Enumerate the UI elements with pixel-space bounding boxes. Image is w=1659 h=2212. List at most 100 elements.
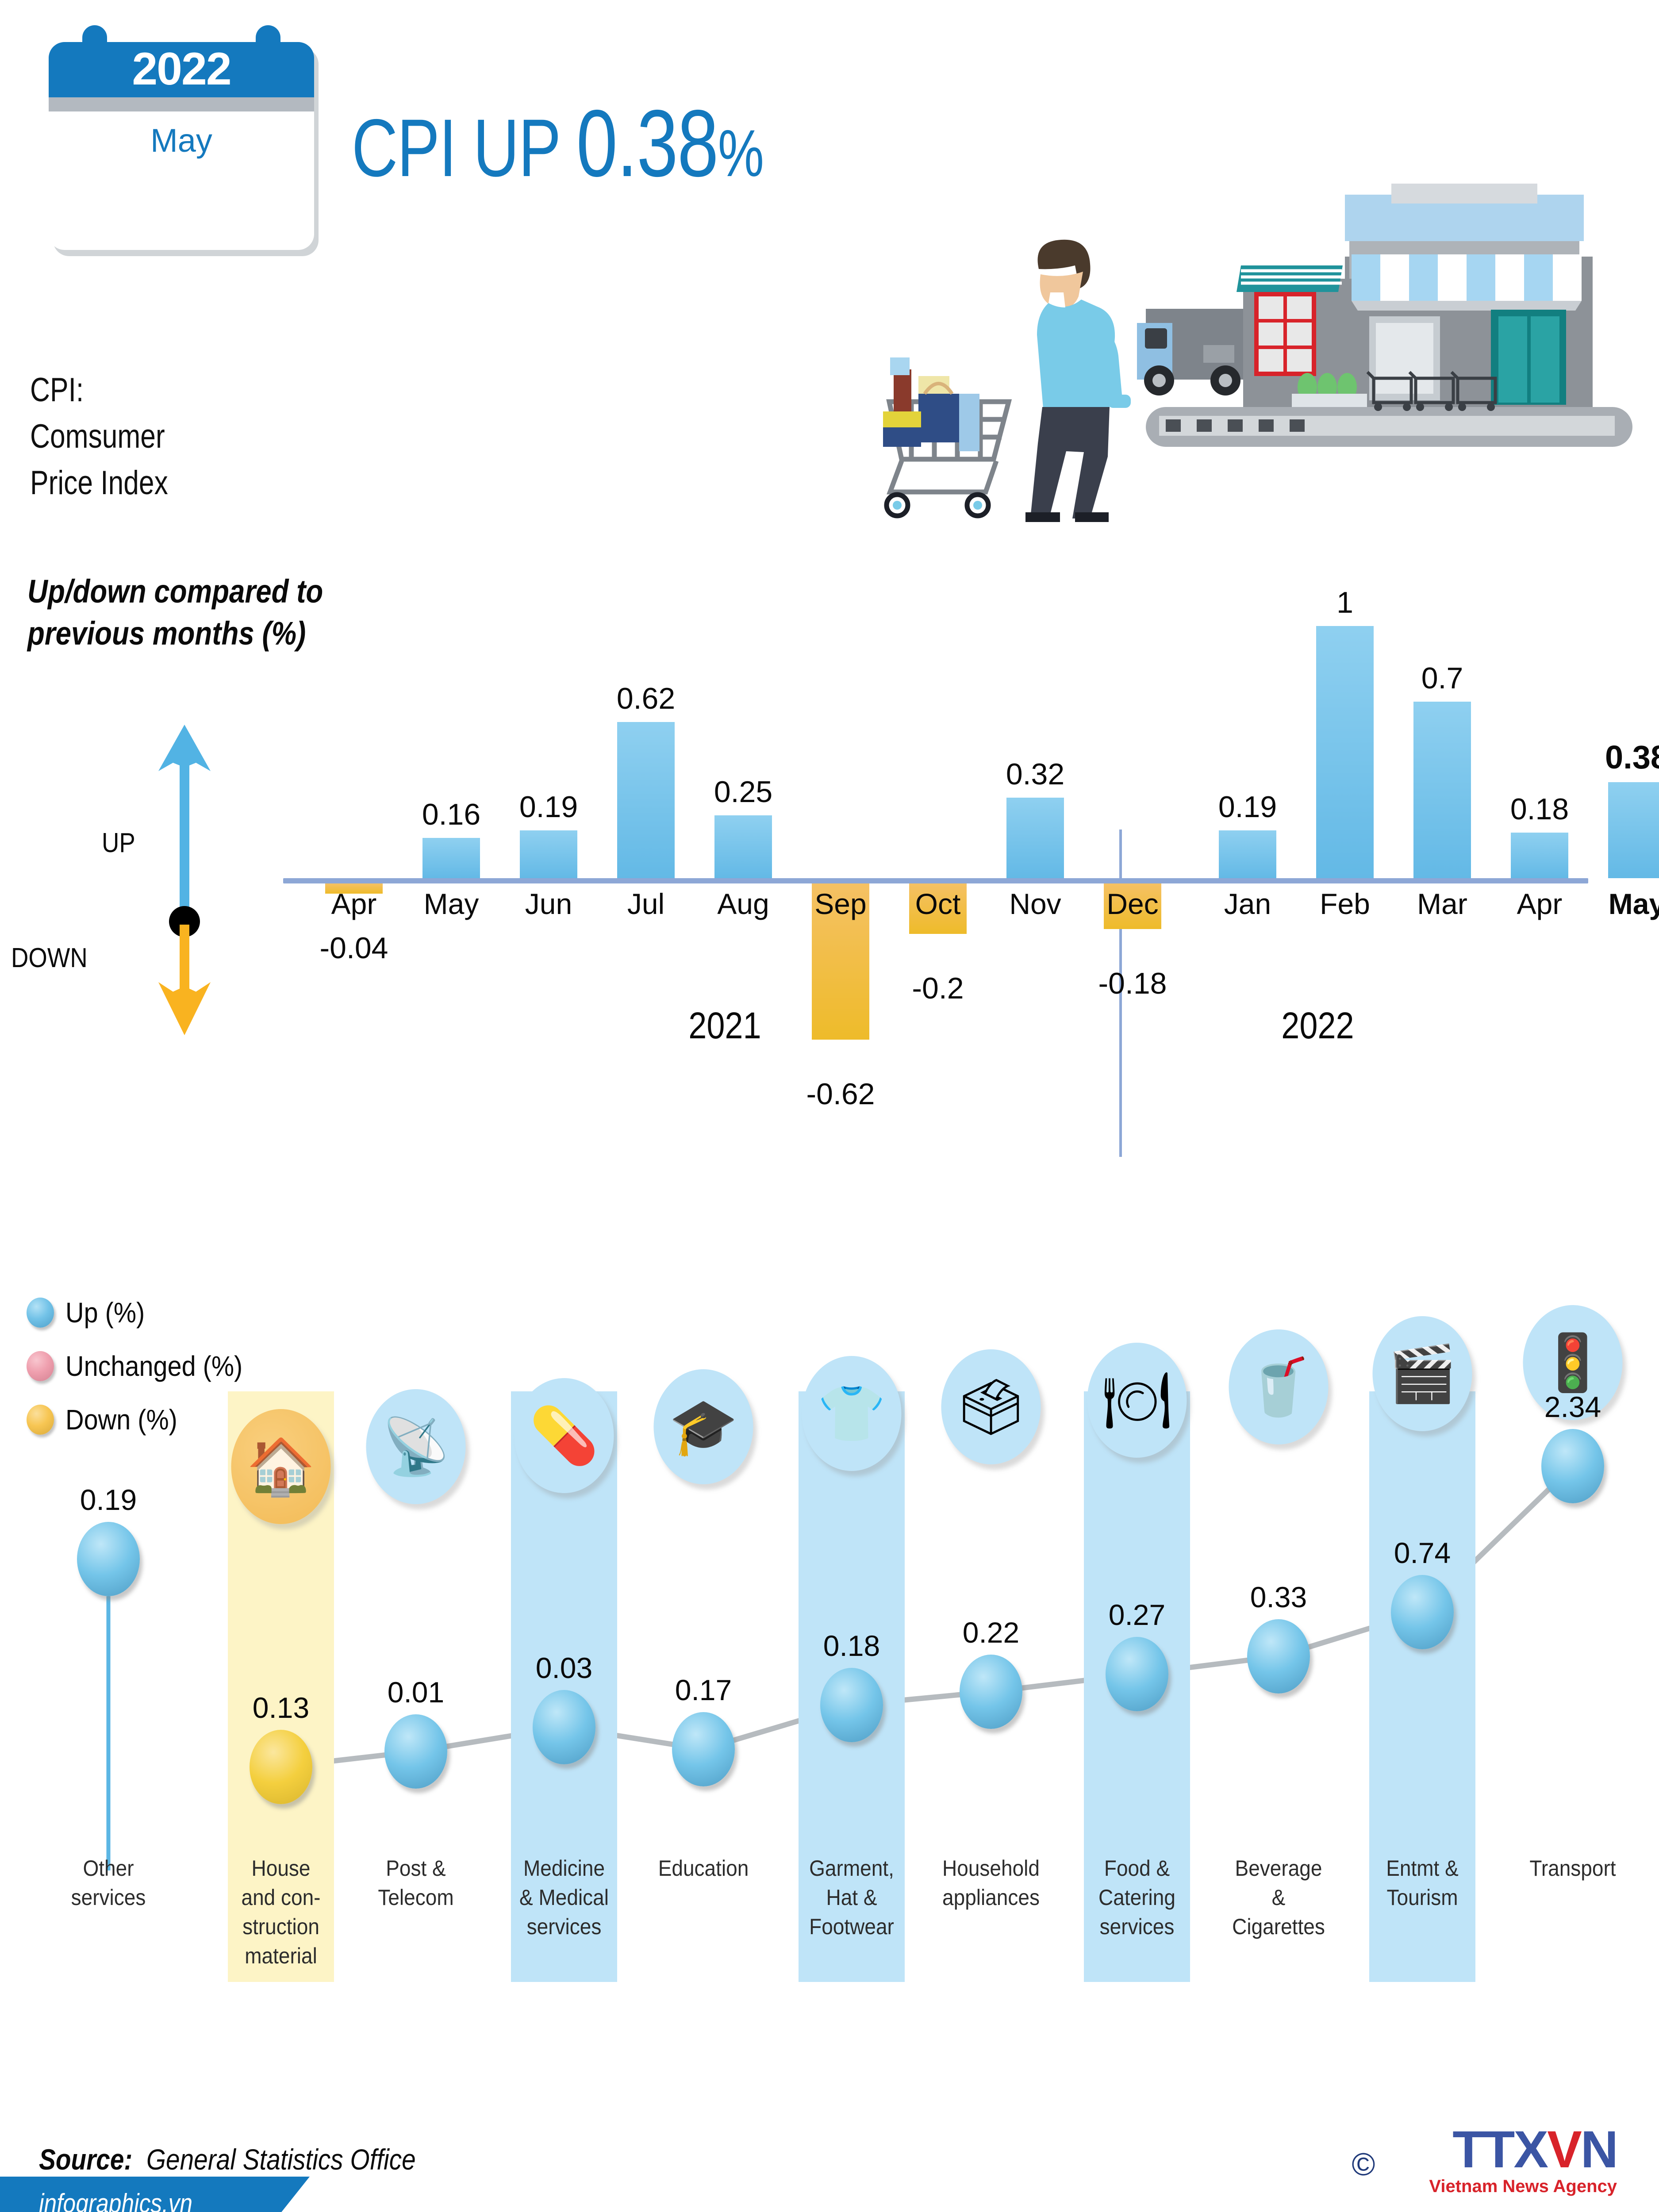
arrow-down-label: DOWN (11, 943, 88, 973)
bubble-value-label: 0.19 (80, 1483, 137, 1516)
house-icon-glyph: 🏠 (246, 1436, 315, 1498)
bar-value-label: 0.7 (1421, 661, 1463, 695)
washing-machine-icon: 🗳 (941, 1349, 1041, 1464)
food-plate-icon: 🍽 (1087, 1343, 1187, 1458)
bar-positive (1006, 797, 1064, 878)
arrow-up-label: UP (102, 828, 135, 858)
bar-positive (1511, 833, 1568, 878)
data-bubble (820, 1668, 883, 1742)
legend-label-unchanged: Unchanged (%) (65, 1350, 243, 1382)
bubble-value-label: 0.33 (1250, 1581, 1307, 1613)
headline-unit: % (718, 116, 764, 190)
bubble-value-label: 2.34 (1544, 1390, 1601, 1423)
bar-column: 0.7 Mar (1398, 487, 1486, 1128)
bar-negative (909, 883, 967, 934)
legend-item-up: Up (%) (27, 1296, 262, 1329)
data-bubble (1391, 1575, 1454, 1649)
clapperboard-icon: 🎬 (1372, 1316, 1472, 1431)
data-bubble (960, 1655, 1022, 1729)
bubble-value-label: 0.03 (535, 1651, 593, 1684)
year-label-2021: 2021 (688, 1005, 761, 1046)
category-label: Food & Catering services (1098, 1856, 1175, 1939)
arrow-down-shaft (180, 925, 189, 1000)
drink-cigarettes-icon: 🥤 (1229, 1329, 1329, 1444)
bar-month-label: Aug (717, 887, 769, 920)
bar-value-label: 0.62 (616, 681, 676, 715)
bar-column: -0.04 Apr (310, 487, 398, 1128)
bar-value-label: 0.38 (1605, 739, 1659, 776)
bar-month-label: Apr (1517, 887, 1563, 920)
legend-label-down: Down (%) (65, 1404, 177, 1436)
category-column: 🍽 0.27 Food & Catering services (1084, 1248, 1190, 2000)
bubble-connector-line (106, 1464, 1575, 1870)
calendar-header: 2022 (49, 42, 314, 97)
shopper-store-illustration (841, 146, 1659, 524)
bar-value-label: -0.04 (319, 931, 388, 965)
pills-icon: 💊 (514, 1378, 614, 1493)
bar-positive (1413, 702, 1471, 878)
calendar-band (49, 97, 314, 111)
bar-month-label: May (423, 887, 479, 920)
bar-column: -0.2 Oct (894, 487, 982, 1128)
pills-icon-glyph: 💊 (530, 1405, 599, 1467)
bar-month-label: Sep (814, 887, 867, 920)
year-divider (1119, 830, 1122, 1157)
up-down-arrow-widget: UP DOWN (11, 717, 279, 1035)
bar-negative (1104, 883, 1161, 929)
category-label: Other services (71, 1856, 146, 1910)
bar-value-label: -0.2 (912, 972, 964, 1005)
category-column: 🎬 0.74 Entmt & Tourism (1369, 1248, 1475, 2000)
bar-column: 1 Feb (1301, 487, 1389, 1128)
bar-month-label: May (1608, 887, 1659, 920)
bubble-value-label: 0.17 (675, 1674, 732, 1706)
bar-value-label: 0.25 (714, 775, 773, 809)
category-column: 💊 0.03 Medicine & Medical services (511, 1248, 617, 2000)
ttxvn-v-letter: V (1547, 2120, 1582, 2179)
washing-machine-icon-glyph: 🗳 (956, 1376, 1026, 1438)
category-column: 🗳 0.22 Household appliances (938, 1248, 1044, 2000)
legend-item-down: Down (%) (27, 1403, 262, 1436)
monthly-cpi-bar-chart: -0.04 Apr 0.16 May 0.19 Jun 0.62 Jul 0.25 Aug -0.6… (283, 487, 1659, 1157)
bar-value-label: -0.62 (806, 1077, 875, 1111)
bar-value-label: 1 (1336, 586, 1353, 619)
bubble-value-label: 0.01 (387, 1676, 445, 1709)
source-line: Source: General Statistics Office (39, 2143, 416, 2176)
bar-positive (520, 830, 577, 878)
bar-negative (812, 883, 869, 1040)
url-bar[interactable]: infographics.vn (0, 2177, 310, 2212)
category-label: Post & Telecom (378, 1856, 454, 1910)
bar-value-label: 0.19 (519, 790, 578, 824)
graduation-cap-icon-glyph: 🎓 (669, 1396, 738, 1458)
bar-column: 0.32 Nov (991, 487, 1079, 1128)
category-label: Garment, Hat & Footwear (809, 1856, 894, 1939)
data-bubble (250, 1730, 312, 1804)
data-bubble (1541, 1429, 1604, 1503)
category-label: House and con- struction material (241, 1856, 321, 1968)
bar-column: 0.25 Aug (699, 487, 787, 1128)
ttxvn-wordmark: TTXVN (1452, 2120, 1618, 2179)
bubble-chart-legend: Up (%) Unchanged (%) Down (%) (27, 1296, 262, 1457)
legend-dot-up (27, 1298, 54, 1328)
category-column: 📡 0.01 Post & Telecom (363, 1248, 469, 2000)
house-icon: 🏠 (231, 1409, 331, 1524)
calendar-month: May (150, 122, 212, 159)
traffic-light-icon: 🚦 (1523, 1305, 1623, 1420)
category-label: Household appliances (942, 1856, 1040, 1910)
bar-value-label: -0.18 (1098, 966, 1167, 1000)
bar-positive (714, 815, 772, 878)
url-text: infographics.vn (39, 2189, 193, 2212)
bubble-value-label: 0.22 (962, 1616, 1020, 1649)
chart-baseline (283, 878, 1588, 883)
graduation-cap-icon: 🎓 (653, 1369, 753, 1484)
bar-positive (1219, 830, 1276, 878)
data-bubble (533, 1690, 595, 1764)
category-column: 0.19 Other services (55, 1248, 161, 2000)
bar-column: 0.19 Jan (1203, 487, 1292, 1128)
calendar-widget: 2022 May (49, 25, 314, 250)
bubble-value-label: 0.13 (252, 1691, 310, 1724)
food-plate-icon-glyph: 🍽 (1102, 1369, 1172, 1431)
bar-month-label: Apr (331, 887, 377, 920)
legend-label-up: Up (%) (65, 1297, 145, 1329)
category-label: Beverage & Cigarettes (1232, 1856, 1325, 1939)
antenna-icon-glyph: 📡 (381, 1416, 450, 1478)
